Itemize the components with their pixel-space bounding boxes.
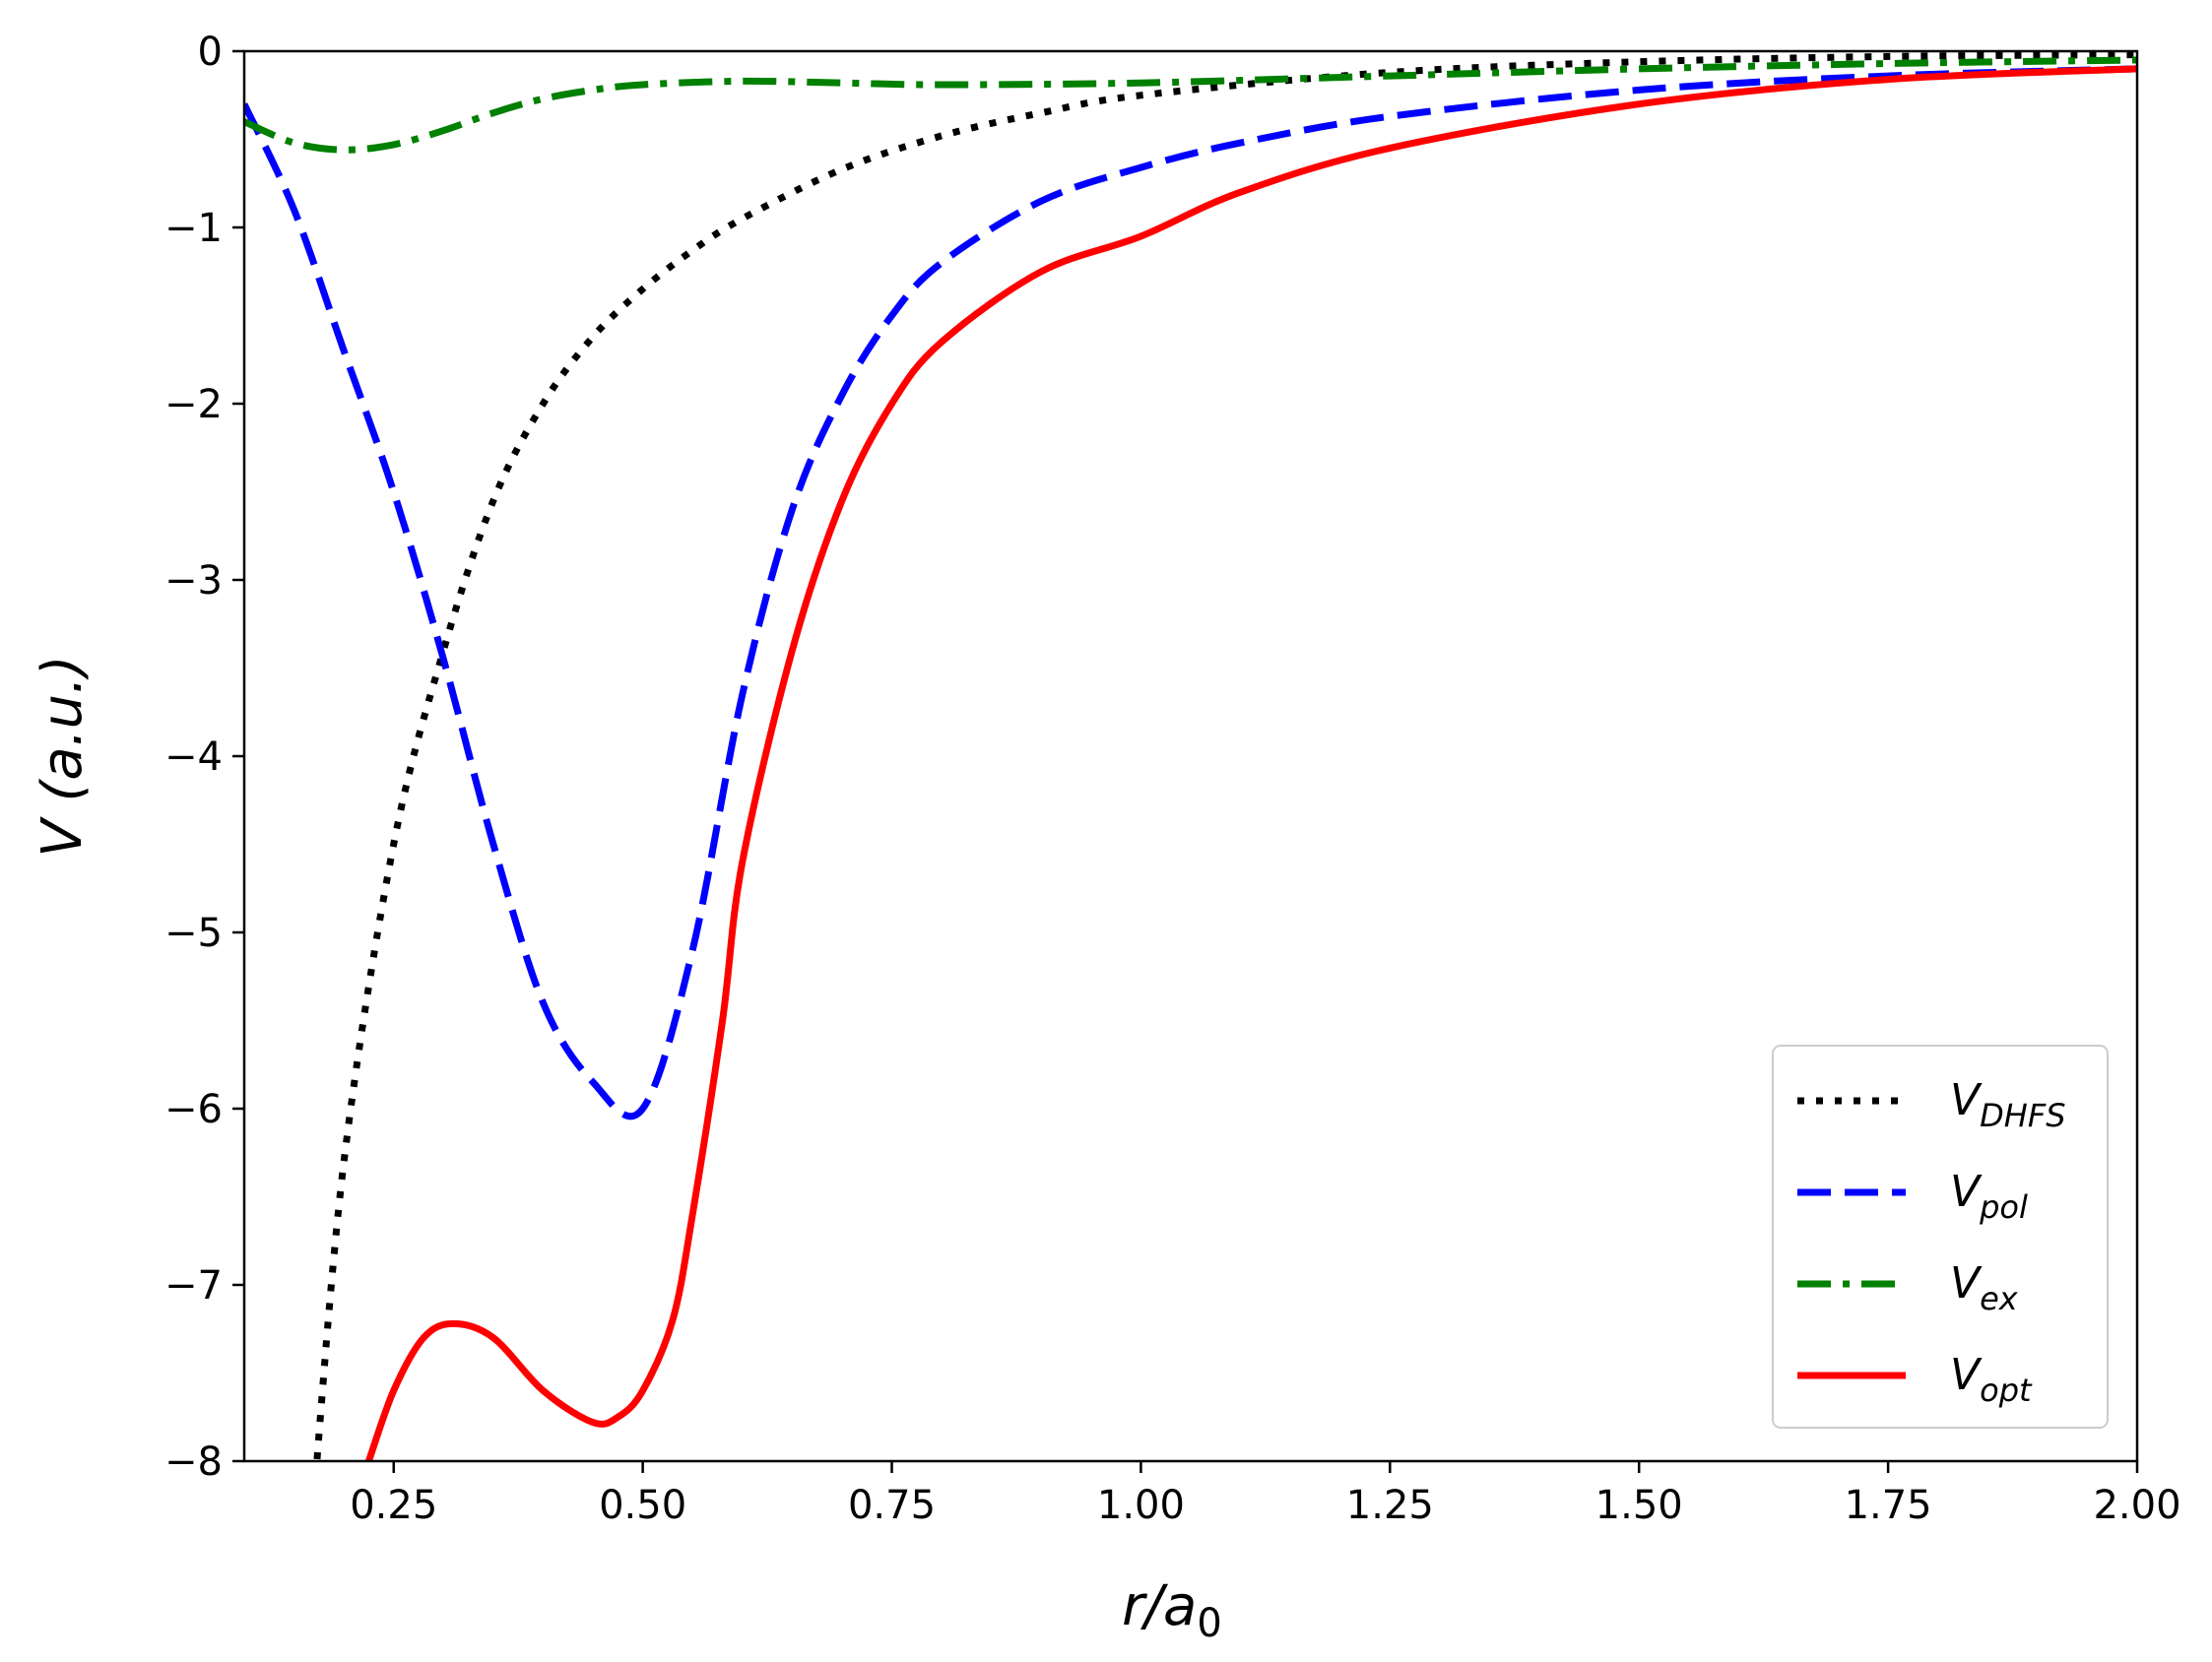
y-tick-label: −4 bbox=[164, 735, 223, 780]
y-tick-label: 0 bbox=[198, 30, 223, 75]
y-tick-label: −5 bbox=[164, 911, 223, 956]
y-axis-ticks: 0 −1 −2 −3 −4 −5 −6 −7 −8 bbox=[164, 30, 244, 1485]
y-tick-label: −8 bbox=[164, 1439, 223, 1485]
x-tick-label: 1.00 bbox=[1097, 1483, 1185, 1528]
series-line-v-dhfs bbox=[313, 51, 2137, 1461]
legend-label: Vex bbox=[1950, 1258, 2019, 1317]
y-tick-label: −2 bbox=[164, 382, 223, 427]
legend-label: VDHFS bbox=[1950, 1075, 2066, 1134]
x-axis-ticks: 0.25 0.50 0.75 1.00 1.25 1.50 1.75 2.00 bbox=[350, 1461, 2181, 1528]
x-tick-label: 0.50 bbox=[599, 1483, 686, 1528]
series-line-v-ex bbox=[244, 56, 2137, 154]
x-tick-label: 0.75 bbox=[848, 1483, 936, 1528]
y-tick-label: −7 bbox=[164, 1263, 223, 1309]
y-tick-label: −3 bbox=[164, 558, 223, 604]
legend-box bbox=[1772, 1045, 2109, 1429]
x-tick-label: 1.25 bbox=[1346, 1483, 1434, 1528]
x-tick-label: 1.75 bbox=[1845, 1483, 1932, 1528]
x-axis-title-main: r/a bbox=[1122, 1574, 1197, 1638]
x-axis-title: r/a0 bbox=[1122, 1574, 1222, 1646]
x-tick-label: 0.25 bbox=[350, 1483, 437, 1528]
series-line-v-opt bbox=[364, 65, 2137, 1461]
y-tick-label: −1 bbox=[164, 206, 223, 251]
y-tick-label: −6 bbox=[164, 1087, 223, 1132]
x-tick-label: 2.00 bbox=[2093, 1483, 2180, 1528]
legend-label: Vopt bbox=[1950, 1350, 2033, 1409]
x-tick-label: 1.50 bbox=[1595, 1483, 1683, 1528]
legend-label: Vpol bbox=[1950, 1167, 2028, 1226]
legend: VDHFS Vpol Vex Vopt bbox=[1772, 1045, 2109, 1429]
series-line-v-pol bbox=[244, 65, 2137, 1120]
series-layer bbox=[244, 51, 2137, 1461]
y-axis-title: V (a.u.) bbox=[31, 655, 95, 857]
x-axis-title-sub: 0 bbox=[1197, 1601, 1221, 1646]
